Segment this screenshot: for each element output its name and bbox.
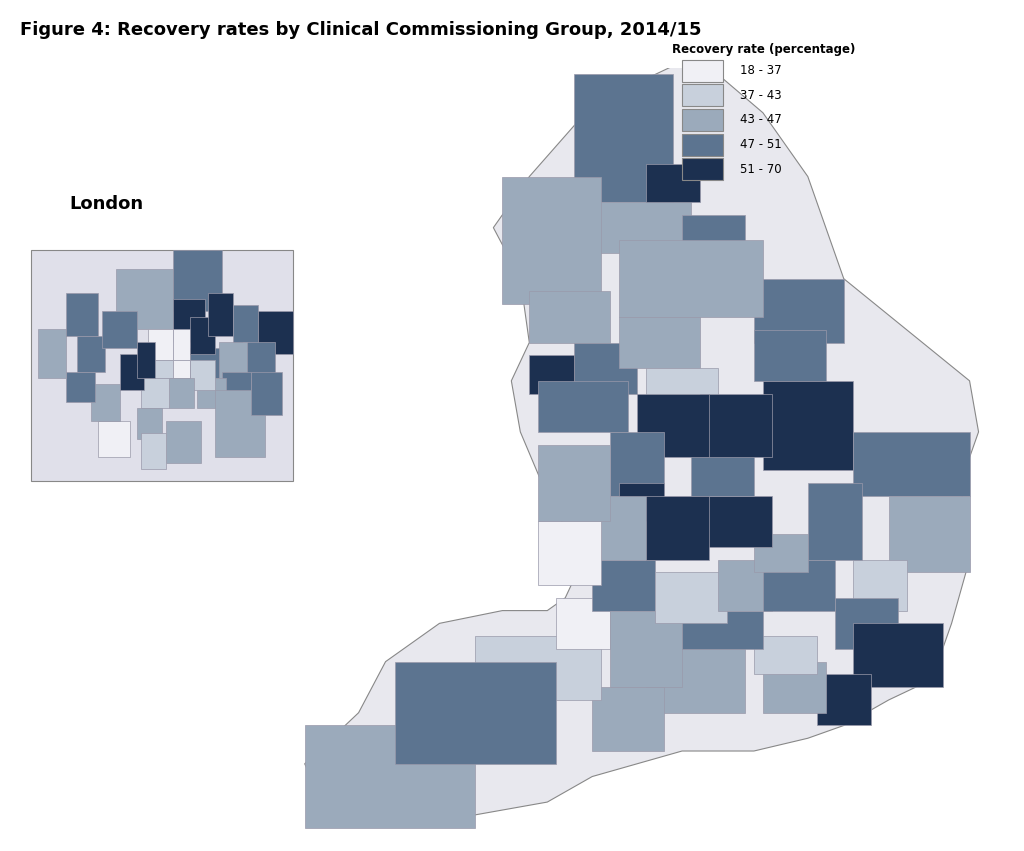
Polygon shape [394,661,556,764]
Polygon shape [190,360,215,391]
Text: 43 - 47: 43 - 47 [740,113,781,127]
Polygon shape [116,269,173,329]
Polygon shape [646,496,709,560]
Polygon shape [682,611,763,649]
Polygon shape [475,637,601,700]
Polygon shape [763,560,835,611]
Polygon shape [610,432,665,496]
Polygon shape [137,341,155,378]
Text: Recovery rate (percentage): Recovery rate (percentage) [673,43,856,55]
Polygon shape [539,445,610,522]
Polygon shape [700,496,772,547]
Polygon shape [853,432,970,496]
Polygon shape [655,573,727,624]
FancyBboxPatch shape [682,158,723,180]
Polygon shape [102,311,137,348]
Polygon shape [539,381,628,432]
Polygon shape [529,291,610,342]
Polygon shape [601,496,646,560]
Polygon shape [173,299,205,341]
Polygon shape [219,341,247,378]
Polygon shape [141,433,166,469]
Polygon shape [208,293,232,335]
Polygon shape [754,330,825,381]
Polygon shape [120,354,144,391]
Polygon shape [173,329,190,360]
Polygon shape [215,391,265,457]
Polygon shape [620,241,763,317]
Polygon shape [889,496,970,573]
Polygon shape [808,483,862,560]
Polygon shape [244,341,275,378]
Polygon shape [682,214,744,254]
Polygon shape [232,306,258,348]
Polygon shape [592,560,655,611]
FancyBboxPatch shape [682,134,723,156]
FancyBboxPatch shape [682,109,723,131]
Polygon shape [592,688,665,751]
Polygon shape [853,624,943,688]
Polygon shape [646,163,700,203]
Polygon shape [166,420,201,463]
Polygon shape [198,378,225,408]
Polygon shape [637,394,709,458]
Polygon shape [754,278,844,342]
Polygon shape [169,378,194,408]
Polygon shape [38,329,67,378]
Polygon shape [754,534,808,573]
Polygon shape [592,203,691,254]
Polygon shape [646,649,744,713]
Polygon shape [305,725,475,828]
Polygon shape [173,360,190,378]
FancyBboxPatch shape [682,84,723,106]
Polygon shape [620,483,665,522]
Polygon shape [691,445,754,496]
Polygon shape [718,560,772,611]
Text: London: London [70,195,143,213]
Polygon shape [610,611,682,688]
Polygon shape [98,420,130,457]
Polygon shape [77,335,105,372]
FancyBboxPatch shape [682,60,723,82]
Text: 47 - 51: 47 - 51 [740,138,781,151]
Polygon shape [141,378,169,408]
Text: 51 - 70: 51 - 70 [740,163,781,176]
Text: 37 - 43: 37 - 43 [740,89,781,102]
Polygon shape [620,317,700,368]
Polygon shape [251,372,283,414]
Polygon shape [700,394,772,458]
Text: 18 - 37: 18 - 37 [740,64,781,77]
Polygon shape [853,560,906,611]
Polygon shape [556,597,610,649]
Polygon shape [574,75,673,203]
Polygon shape [763,381,853,470]
Text: Figure 4: Recovery rates by Clinical Commissioning Group, 2014/15: Figure 4: Recovery rates by Clinical Com… [20,21,702,39]
Polygon shape [763,661,825,713]
Polygon shape [222,372,251,403]
Polygon shape [646,368,718,406]
Polygon shape [754,637,817,674]
Polygon shape [173,250,222,311]
Polygon shape [147,360,173,378]
Polygon shape [835,597,898,649]
Polygon shape [91,384,120,420]
Polygon shape [190,348,222,378]
Polygon shape [258,311,293,354]
Polygon shape [190,317,215,354]
Polygon shape [67,372,95,403]
Polygon shape [137,408,162,439]
Polygon shape [574,342,637,394]
Polygon shape [305,62,979,815]
Polygon shape [503,177,601,305]
Polygon shape [67,293,98,335]
Polygon shape [529,356,574,394]
Polygon shape [147,329,173,360]
Polygon shape [31,250,293,482]
Polygon shape [539,522,601,585]
Polygon shape [817,674,870,725]
